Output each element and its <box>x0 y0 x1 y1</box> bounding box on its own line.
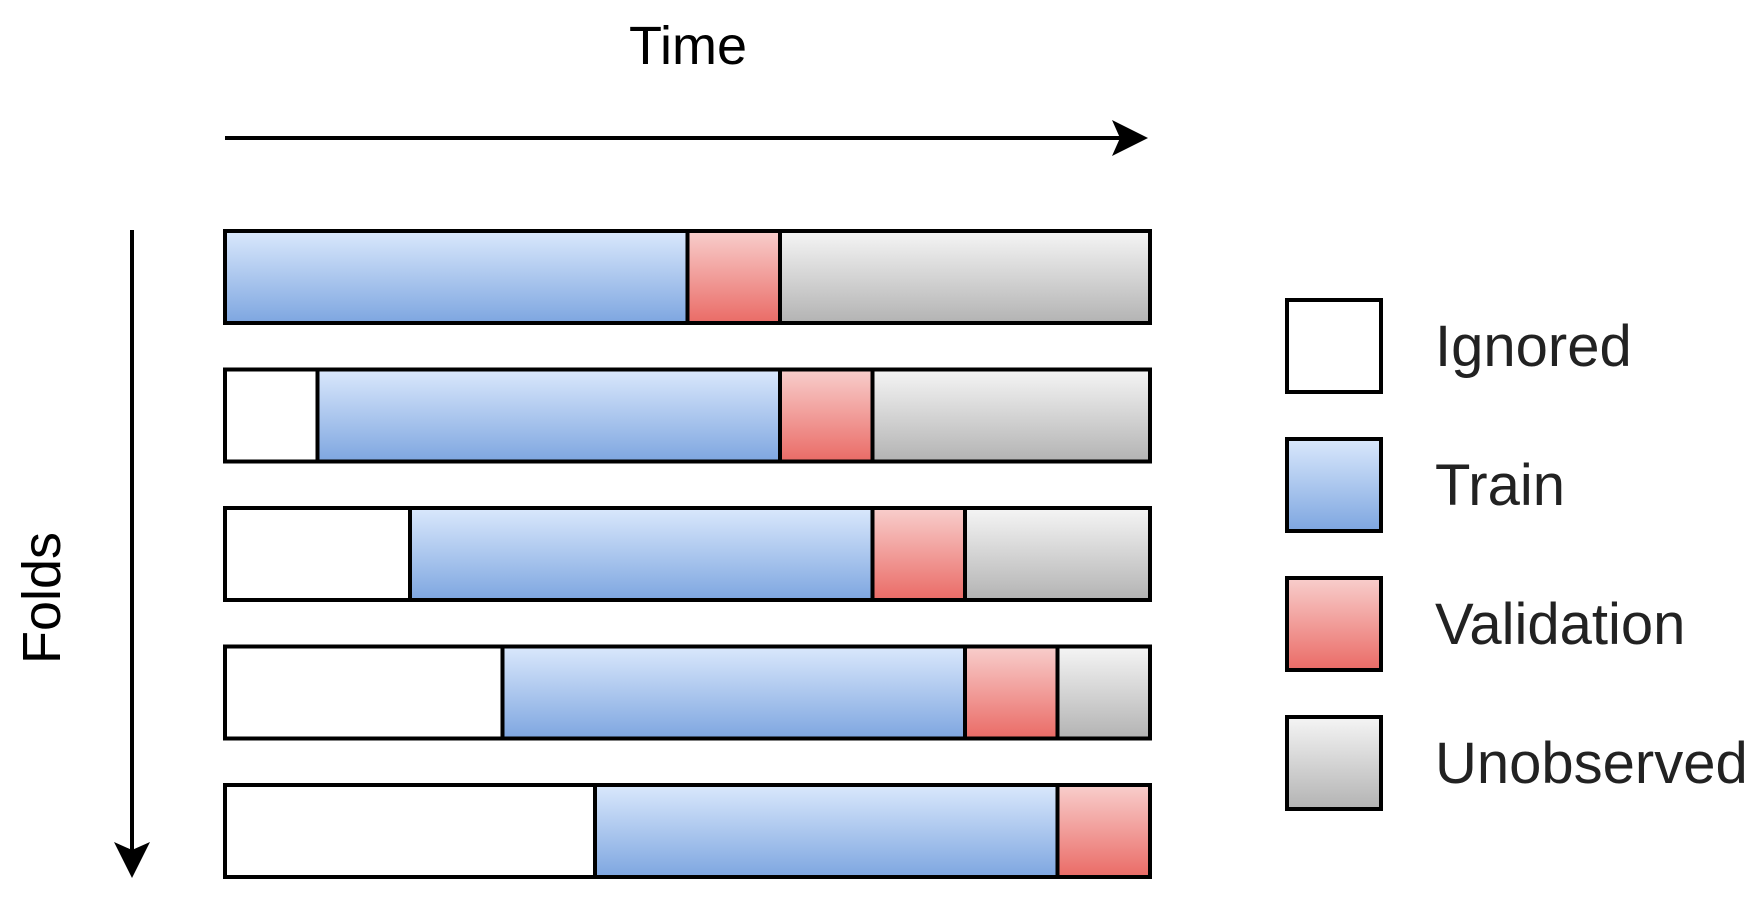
legend-swatch-train <box>1285 437 1383 533</box>
legend-swatch-ignored <box>1285 298 1383 394</box>
fold-5-train-segment <box>593 783 1060 879</box>
time-axis-label: Time <box>629 16 747 76</box>
legend-item-train: Train <box>1285 437 1565 533</box>
fold-row-5 <box>223 783 1152 879</box>
legend-item-unobserved: Unobserved <box>1285 715 1748 811</box>
legend-item-ignored: Ignored <box>1285 298 1632 394</box>
fold-row-4 <box>223 644 1152 741</box>
fold-5-ignored-segment <box>223 783 597 879</box>
fold-3-ignored-segment <box>223 506 412 602</box>
fold-row-3 <box>223 506 1152 602</box>
fold-2-ignored-segment <box>223 367 320 464</box>
fold-3-unobserved-segment <box>963 506 1152 602</box>
fold-1-train-segment <box>223 229 690 325</box>
fold-5-validation-segment <box>1055 783 1152 879</box>
legend-label-train: Train <box>1435 453 1565 518</box>
folds-axis-arrowhead <box>114 842 150 878</box>
legend-label-validation: Validation <box>1435 592 1685 657</box>
time-axis-arrowhead <box>1112 120 1148 156</box>
legend-item-validation: Validation <box>1285 576 1685 672</box>
fold-2-validation-segment <box>778 367 875 464</box>
fold-1-validation-segment <box>685 229 782 325</box>
fold-4-validation-segment <box>963 644 1060 741</box>
legend-swatch-unobserved <box>1285 715 1383 811</box>
legend-swatch-validation <box>1285 576 1383 672</box>
fold-3-validation-segment <box>870 506 967 602</box>
fold-rows <box>223 229 1152 879</box>
legend: Ignored Train Validation Unobserved <box>1285 298 1748 811</box>
fold-2-unobserved-segment <box>870 367 1152 464</box>
legend-label-ignored: Ignored <box>1435 314 1632 379</box>
fold-row-1 <box>223 229 1152 325</box>
legend-label-unobserved: Unobserved <box>1435 731 1748 796</box>
folds-axis: Folds <box>12 230 150 878</box>
fold-4-unobserved-segment <box>1055 644 1152 741</box>
fold-3-train-segment <box>408 506 875 602</box>
folds-axis-label: Folds <box>12 532 72 664</box>
time-axis: Time <box>225 16 1148 156</box>
fold-row-2 <box>223 367 1152 464</box>
fold-1-unobserved-segment <box>778 229 1152 325</box>
fold-4-train-segment <box>500 644 967 741</box>
fold-2-train-segment <box>315 367 782 464</box>
fold-4-ignored-segment <box>223 644 505 741</box>
